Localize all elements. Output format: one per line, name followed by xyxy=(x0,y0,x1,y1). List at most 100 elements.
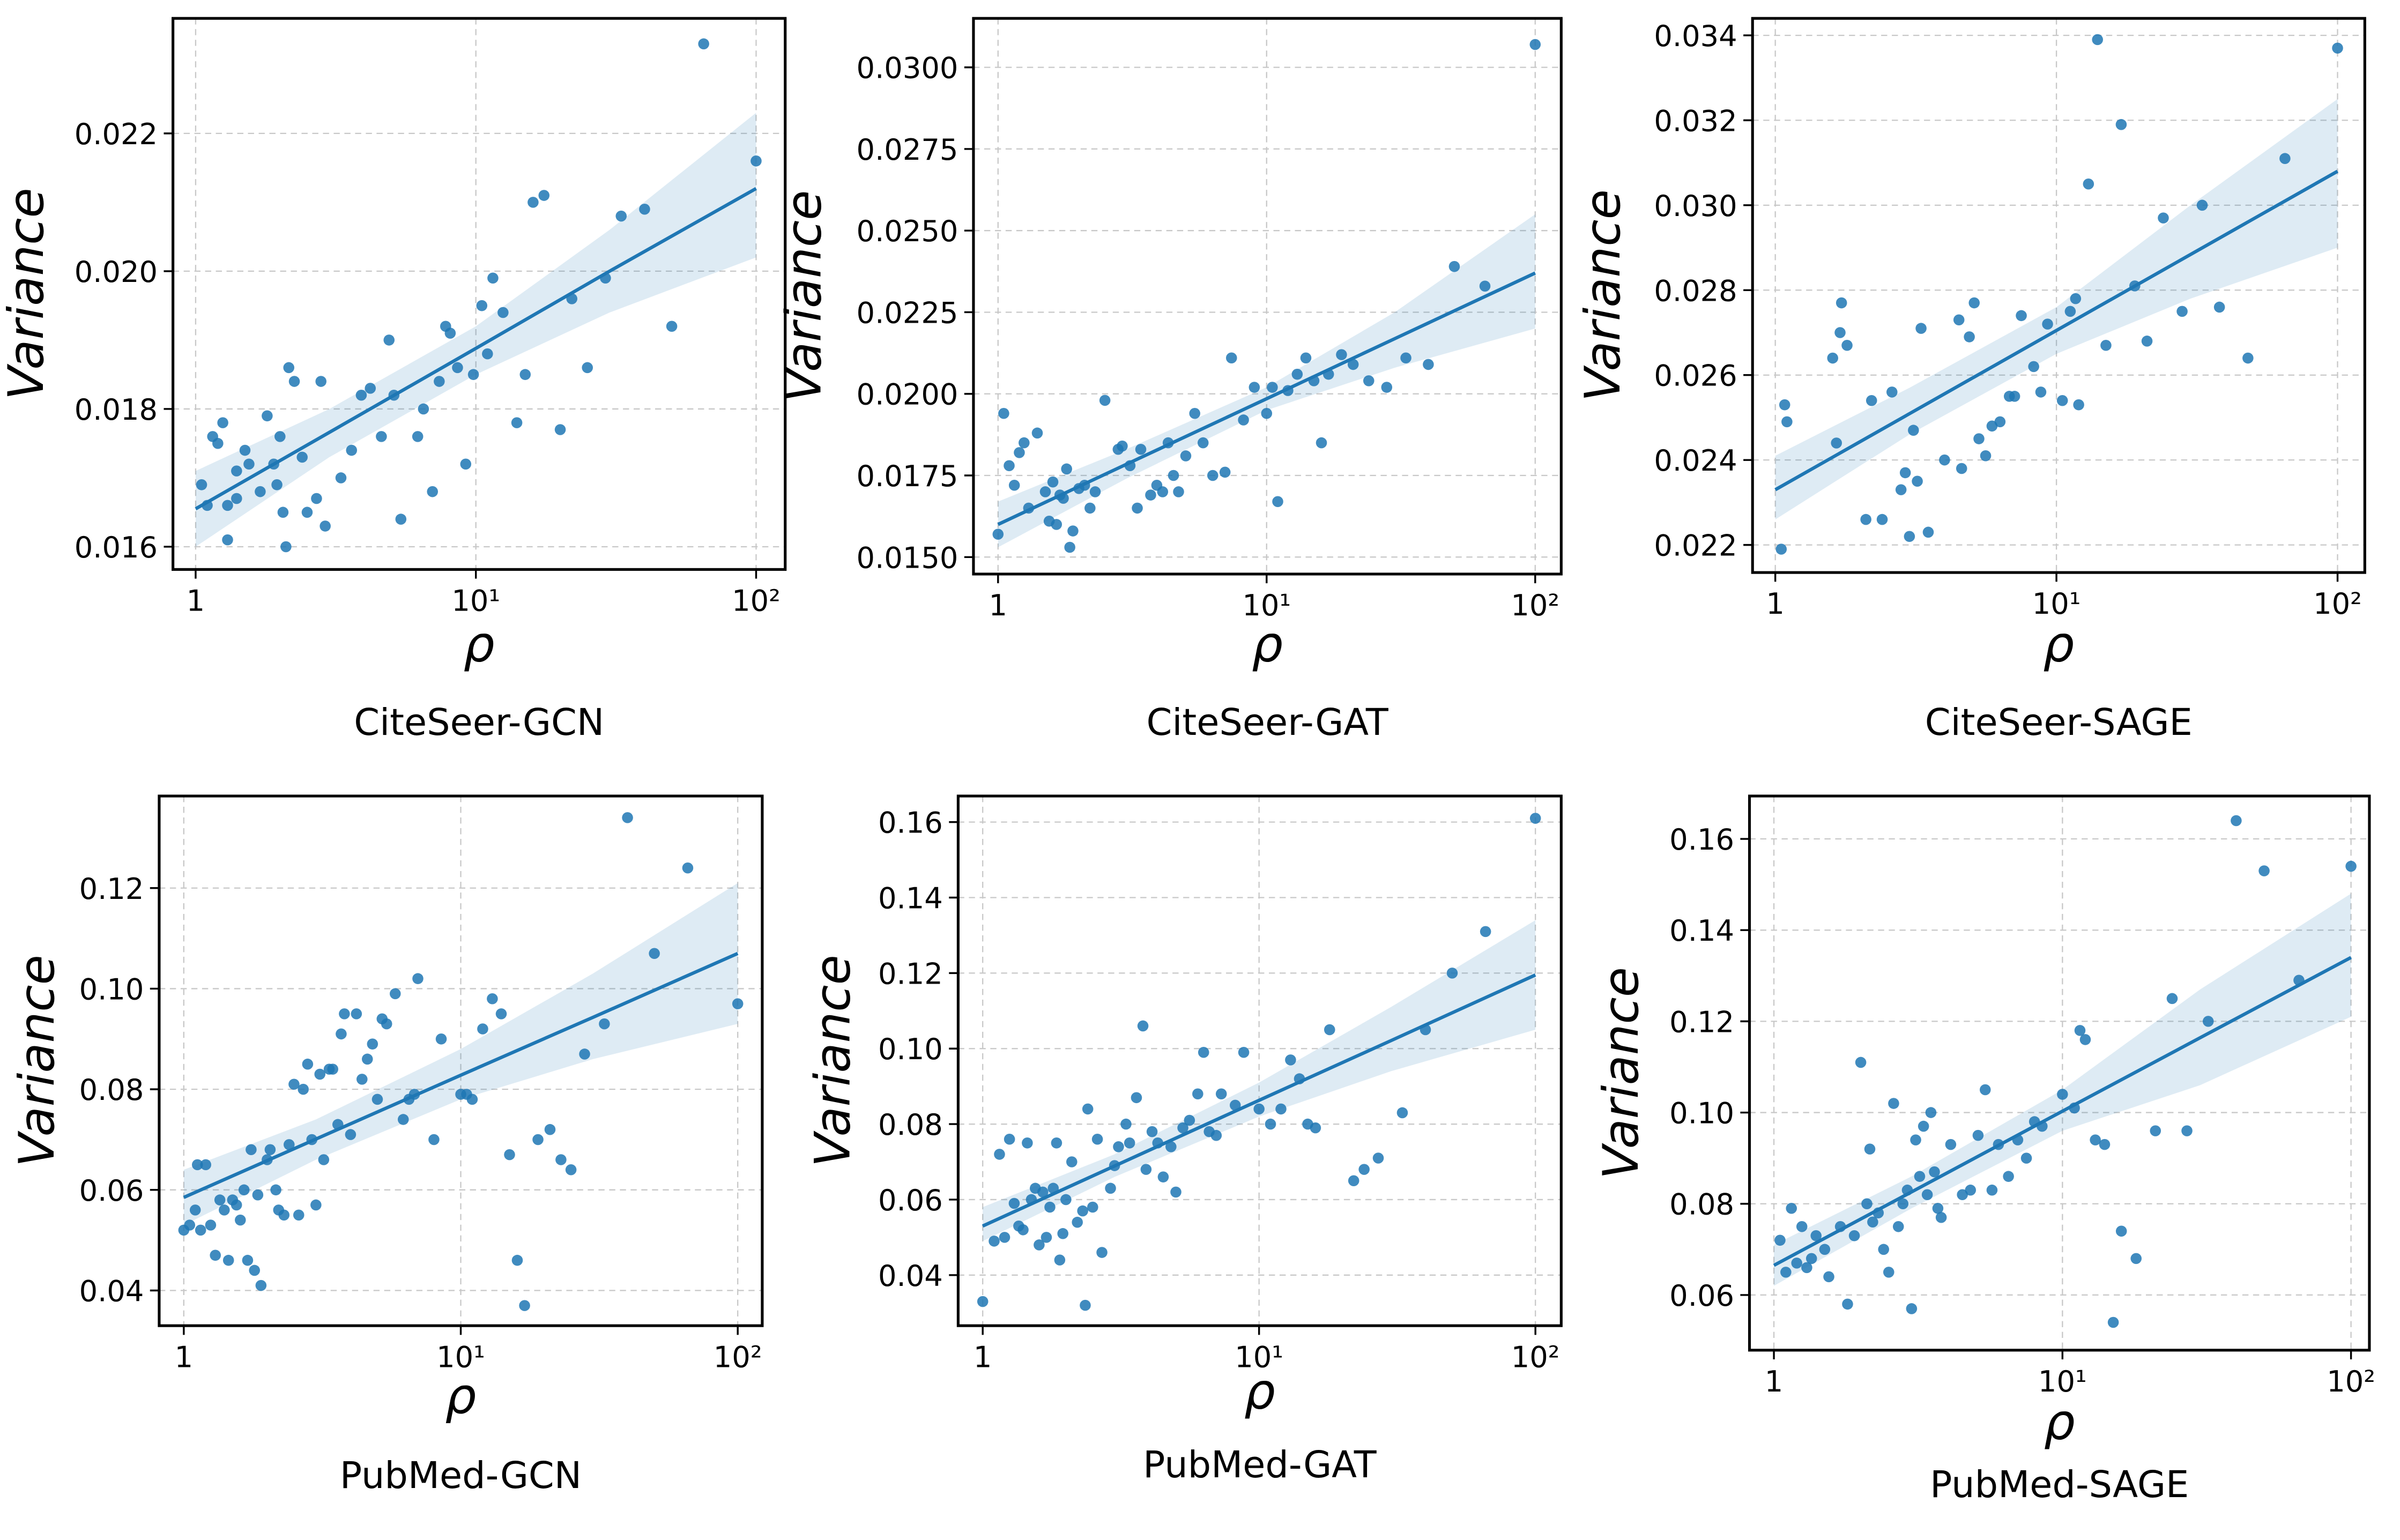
regression-line xyxy=(982,973,1536,1228)
point xyxy=(361,1053,373,1065)
point xyxy=(1310,1122,1321,1134)
point xyxy=(579,1048,590,1060)
point xyxy=(1819,1244,1831,1255)
point xyxy=(495,1008,507,1020)
point xyxy=(365,383,376,394)
point xyxy=(1810,1230,1822,1241)
point xyxy=(212,437,224,449)
point xyxy=(2258,865,2270,876)
point xyxy=(519,369,531,380)
y-tick-label: 0.018 xyxy=(75,393,158,427)
point xyxy=(383,334,395,346)
point xyxy=(2213,301,2225,313)
point xyxy=(1956,463,1967,474)
point xyxy=(1855,1057,1867,1068)
point xyxy=(1099,395,1111,406)
point xyxy=(239,444,251,456)
x-tick-label: 10¹ xyxy=(436,1340,485,1374)
point xyxy=(255,1279,267,1291)
point xyxy=(1866,395,1877,406)
point xyxy=(527,197,539,208)
point xyxy=(1973,433,1985,444)
point xyxy=(1324,1024,1335,1036)
point xyxy=(599,1018,610,1030)
point xyxy=(2035,386,2047,398)
point xyxy=(345,1129,356,1140)
point xyxy=(1864,1143,1876,1155)
point xyxy=(339,1008,350,1020)
point xyxy=(427,486,439,497)
point xyxy=(1080,1299,1091,1311)
point xyxy=(1039,486,1051,497)
point xyxy=(1860,514,1871,525)
axes-frame xyxy=(972,17,1563,576)
point xyxy=(1906,1303,1918,1314)
y-tick-label: 0.0175 xyxy=(857,459,958,493)
point xyxy=(270,1184,281,1196)
point xyxy=(1051,519,1062,530)
point xyxy=(565,1164,577,1176)
point xyxy=(1238,1046,1250,1058)
y-tick-label: 0.0150 xyxy=(857,541,958,575)
y-tick-label: 0.10 xyxy=(79,972,144,1006)
point xyxy=(1980,450,1992,462)
subplot-caption: CiteSeer-GCN xyxy=(354,701,604,744)
confidence-band xyxy=(183,883,738,1225)
point xyxy=(319,520,331,532)
point xyxy=(2202,1016,2214,1027)
point xyxy=(2130,1253,2142,1264)
point xyxy=(1876,514,1888,525)
point xyxy=(1479,280,1491,292)
point xyxy=(222,500,233,511)
point xyxy=(2016,310,2027,322)
point xyxy=(994,1149,1005,1160)
point xyxy=(238,1184,250,1196)
point xyxy=(355,389,367,401)
point xyxy=(1775,544,1787,555)
x-axis-label: ρ xyxy=(445,1367,476,1425)
point xyxy=(195,1224,206,1236)
y-tick-label: 0.12 xyxy=(79,872,144,906)
point xyxy=(1054,1254,1066,1266)
point xyxy=(2107,1316,2119,1328)
point xyxy=(293,1209,304,1221)
point xyxy=(1004,460,1015,472)
point xyxy=(1861,1198,1873,1210)
point xyxy=(1953,314,1965,326)
point xyxy=(649,948,660,959)
point xyxy=(1300,352,1312,364)
point xyxy=(1077,1205,1088,1217)
point xyxy=(1912,475,1923,487)
point xyxy=(1177,1122,1188,1134)
y-tick-label: 0.0225 xyxy=(857,296,958,330)
point xyxy=(1316,437,1327,449)
y-tick-label: 0.0275 xyxy=(857,133,958,167)
point xyxy=(1207,470,1218,481)
point xyxy=(1051,1137,1062,1149)
y-axis-label: Variance xyxy=(804,955,861,1167)
point xyxy=(544,1124,556,1135)
point xyxy=(1964,331,1975,343)
point xyxy=(1827,352,1838,364)
point xyxy=(1124,1137,1135,1149)
point xyxy=(1014,447,1025,458)
point xyxy=(1939,454,1950,466)
y-tick-label: 0.06 xyxy=(1669,1279,1734,1313)
point xyxy=(1372,1152,1384,1164)
subplot-caption: CiteSeer-SAGE xyxy=(1925,701,2193,744)
regression-line xyxy=(1773,956,2352,1267)
point xyxy=(999,1232,1010,1243)
point xyxy=(1780,1267,1792,1278)
point xyxy=(1087,1201,1098,1213)
y-tick-label: 0.016 xyxy=(75,531,158,564)
point xyxy=(264,1144,276,1156)
axes-frame xyxy=(956,794,1563,1327)
point xyxy=(1146,1126,1158,1137)
y-tick-label: 0.04 xyxy=(878,1259,943,1293)
point xyxy=(381,1018,392,1030)
point xyxy=(412,973,423,984)
point xyxy=(1275,1103,1287,1115)
point xyxy=(1957,1189,1968,1201)
point xyxy=(1791,1258,1802,1269)
x-tick-label: 10¹ xyxy=(451,584,500,618)
